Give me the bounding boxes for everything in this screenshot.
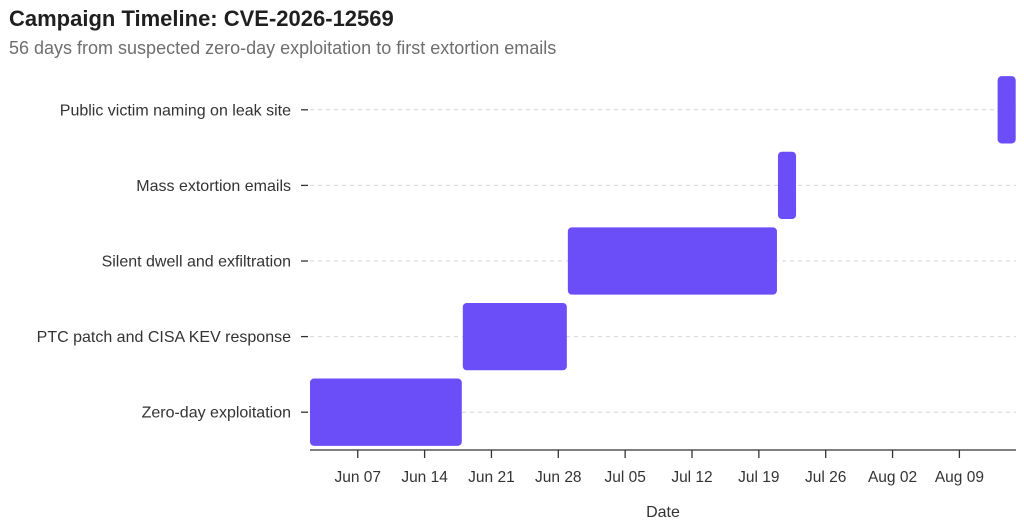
category-label: Mass extortion emails: [136, 178, 291, 195]
chart-subtitle: 56 days from suspected zero-day exploita…: [9, 38, 557, 58]
category-label: Public victim naming on leak site: [60, 102, 291, 119]
task-bar: [462, 302, 567, 371]
x-tick-label: Jun 21: [468, 469, 515, 486]
task-bar: [310, 378, 462, 446]
category-labels: Zero-day exploitation PTC patch and CISA …: [37, 102, 291, 421]
x-tick-label: Aug 02: [868, 469, 917, 486]
task-bar: [997, 76, 1016, 144]
x-tick-label: Jul 12: [671, 469, 712, 486]
bars: [310, 76, 1016, 446]
x-tick-label: Aug 09: [935, 469, 984, 486]
x-tick-label: Jun 07: [334, 469, 381, 486]
category-label: Silent dwell and exfiltration: [102, 254, 291, 271]
task-bar: [567, 227, 777, 295]
task-bar: [777, 151, 797, 220]
x-tick-label: Jul 19: [738, 469, 779, 486]
x-tick-label: Jul 05: [604, 469, 645, 486]
category-label: PTC patch and CISA KEV response: [37, 329, 291, 346]
axes: Jun 07 Jun 14 Jun 21 Jun 28 Jul 05 Jul 12 Jul …: [301, 109, 1016, 486]
chart-title: Campaign Timeline: CVE-2026-12569: [9, 6, 394, 31]
x-tick-label: Jun 14: [401, 469, 448, 486]
x-tick-label: Jul 26: [805, 469, 846, 486]
x-tick-label: Jun 28: [535, 469, 582, 486]
category-label: Zero-day exploitation: [142, 405, 291, 422]
x-axis-title: Date: [646, 504, 680, 521]
